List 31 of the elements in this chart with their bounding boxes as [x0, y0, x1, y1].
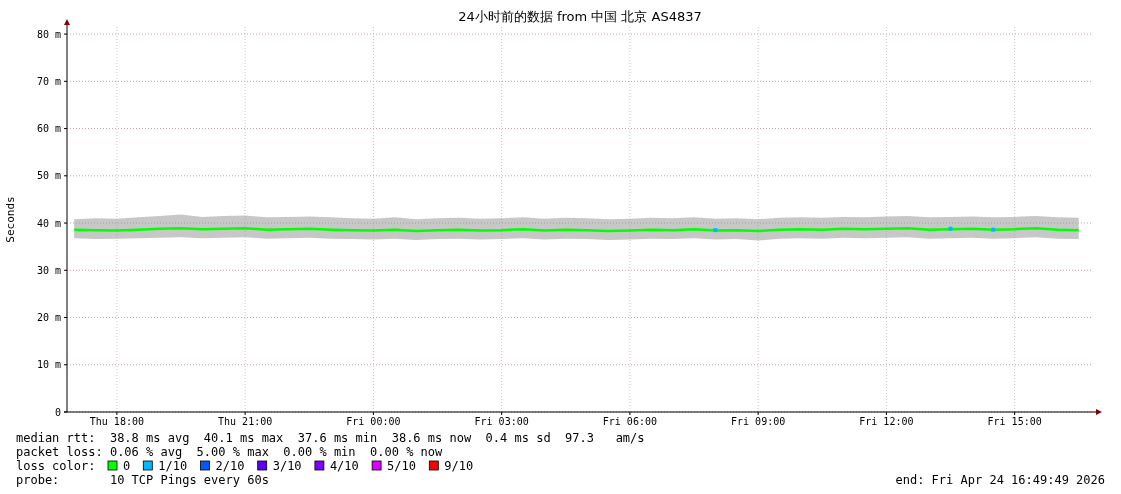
legend-label: 4/10: [329, 459, 359, 473]
y-tick-label: 20 m: [36, 312, 61, 324]
y-tick-label: 80 m: [36, 28, 61, 40]
x-tick-label: Thu 21:00: [218, 416, 273, 427]
x-tick-label: Fri 03:00: [474, 416, 529, 427]
legend-label: 3/10: [272, 459, 302, 473]
y-tick-label: 70 m: [36, 75, 61, 87]
legend-label: 1/10: [158, 459, 188, 473]
y-tick-label: 0: [54, 406, 61, 418]
chart-title: 24小时前的数据 from 中国 北京 AS4837: [458, 9, 702, 24]
x-tick-label: Fri 00:00: [346, 416, 401, 427]
legend-label: 2/10: [215, 459, 245, 473]
x-tick-label: Fri 09:00: [731, 416, 786, 427]
legend-label: 9/10: [444, 459, 474, 473]
y-tick-label: 60 m: [36, 123, 61, 135]
text: median rtt: 38.8 ms avg 40.1 ms max 37.6 ms min 38.6 ms now 0.4 ms sd 97.3 am/s: [16, 431, 645, 445]
legend-title: loss color:: [16, 459, 96, 473]
y-tick-label: 40 m: [36, 217, 61, 229]
x-tick-label: Fri 06:00: [602, 416, 657, 427]
text: end: Fri Apr 24 16:49:49 2026: [895, 473, 1105, 487]
y-axis-title: Seconds: [4, 196, 17, 243]
y-tick-label: 10 m: [36, 359, 61, 371]
legend-label: 5/10: [387, 459, 417, 473]
x-tick-label: Fri 15:00: [987, 416, 1042, 427]
x-tick-label: Fri 12:00: [859, 416, 914, 427]
y-tick-label: 30 m: [36, 264, 61, 276]
text: probe: 10 TCP Pings every 60s: [16, 473, 269, 487]
x-tick-label: Thu 18:00: [89, 416, 144, 427]
legend-label: 0: [123, 459, 131, 473]
text: packet loss: 0.06 % avg 5.00 % max 0.00 % min 0.00 % now: [16, 445, 444, 459]
y-tick-label: 50 m: [36, 170, 61, 182]
